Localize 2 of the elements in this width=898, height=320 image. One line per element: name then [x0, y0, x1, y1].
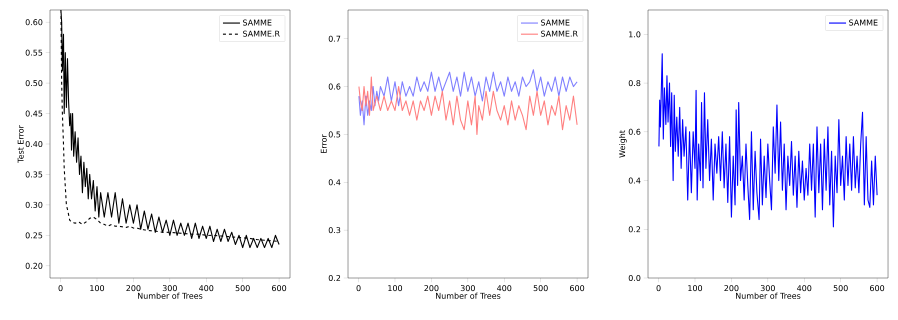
- line-series: [658, 53, 878, 228]
- line-series: [358, 76, 578, 135]
